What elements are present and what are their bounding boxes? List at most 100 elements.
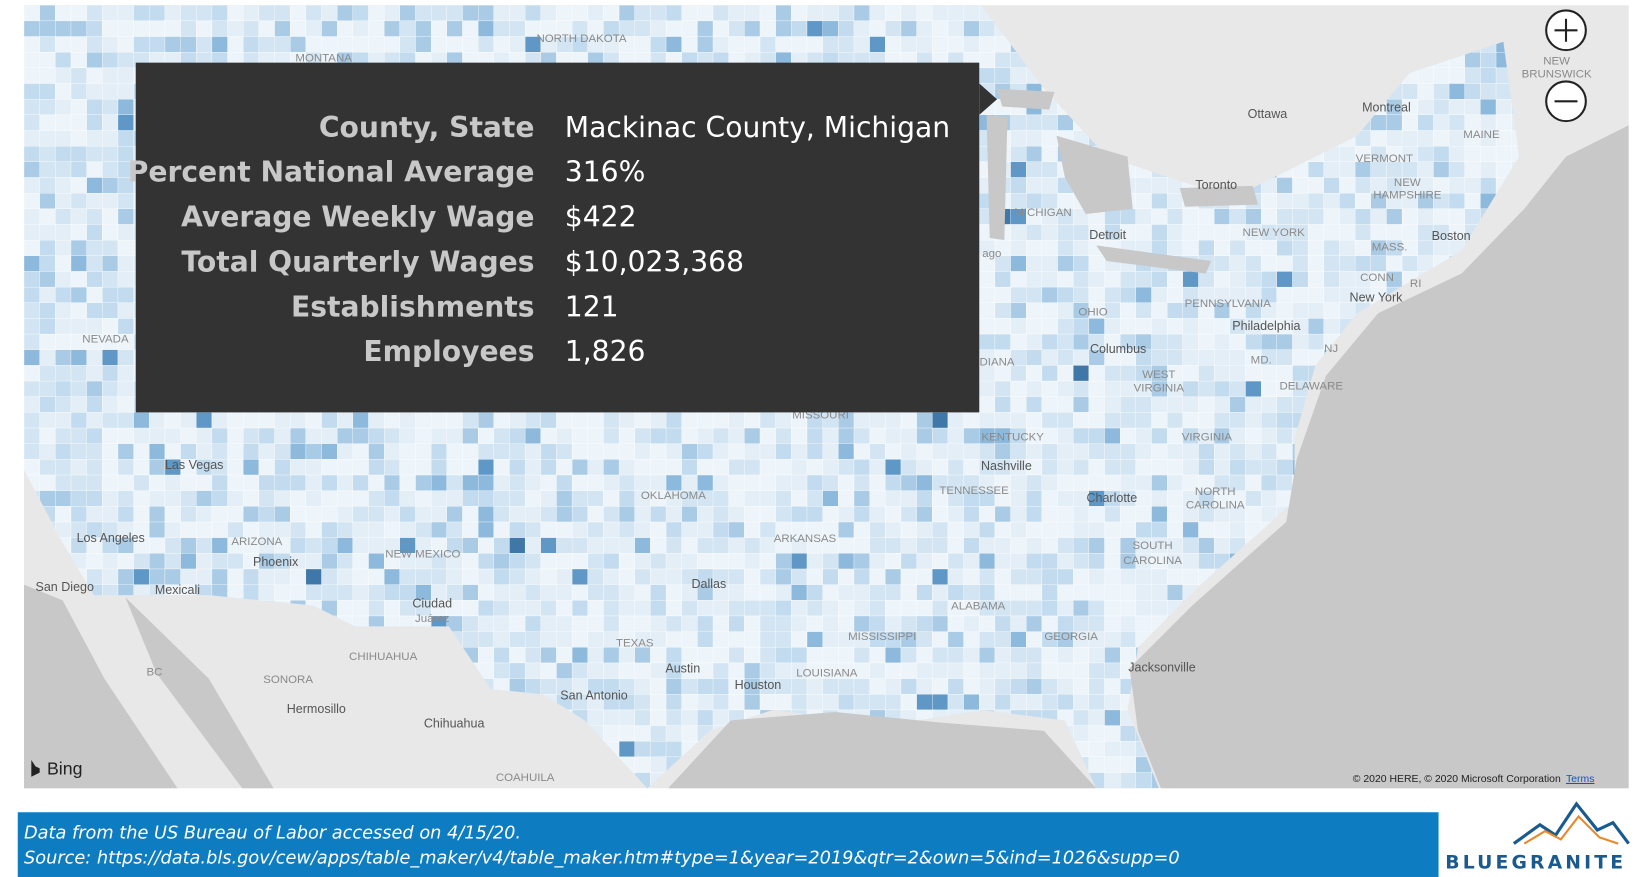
county bbox=[164, 490, 181, 507]
county bbox=[1010, 239, 1027, 256]
county bbox=[24, 67, 40, 84]
county bbox=[1088, 459, 1105, 476]
county bbox=[24, 333, 40, 350]
county bbox=[86, 349, 103, 366]
county bbox=[1245, 255, 1262, 272]
county bbox=[1276, 302, 1293, 319]
county bbox=[1229, 239, 1246, 256]
county bbox=[493, 662, 510, 679]
county bbox=[368, 412, 385, 429]
county bbox=[1339, 177, 1356, 194]
county bbox=[540, 615, 557, 632]
county bbox=[1276, 365, 1293, 382]
county bbox=[1167, 443, 1184, 460]
county bbox=[70, 427, 87, 444]
county bbox=[1292, 208, 1309, 225]
county bbox=[1135, 427, 1152, 444]
county bbox=[1010, 286, 1027, 303]
county bbox=[869, 537, 886, 554]
tooltip-label: Employees bbox=[363, 335, 534, 368]
county bbox=[1104, 662, 1121, 679]
county bbox=[728, 490, 745, 507]
county bbox=[337, 443, 354, 460]
county bbox=[571, 521, 588, 538]
county bbox=[39, 286, 56, 303]
county bbox=[1151, 474, 1168, 491]
county bbox=[979, 584, 996, 601]
county bbox=[1151, 349, 1168, 366]
county bbox=[728, 506, 745, 523]
county bbox=[1448, 208, 1465, 225]
place-label: Jacksonville bbox=[1128, 660, 1196, 674]
county bbox=[932, 427, 949, 444]
county bbox=[24, 130, 40, 147]
county bbox=[39, 365, 56, 382]
county bbox=[164, 553, 181, 570]
county bbox=[337, 553, 354, 570]
county bbox=[1261, 396, 1277, 413]
county bbox=[477, 584, 494, 601]
county bbox=[1010, 380, 1027, 397]
county bbox=[86, 193, 103, 209]
county bbox=[462, 20, 479, 37]
county bbox=[681, 725, 698, 742]
county bbox=[1167, 349, 1184, 366]
county bbox=[1010, 584, 1027, 601]
terms-link[interactable]: Terms bbox=[1566, 774, 1594, 785]
place-label: Austin bbox=[665, 661, 700, 675]
county bbox=[102, 427, 119, 444]
county bbox=[86, 255, 103, 272]
county bbox=[86, 459, 103, 476]
county bbox=[618, 5, 635, 22]
county bbox=[55, 255, 72, 272]
county bbox=[164, 506, 181, 523]
county bbox=[1229, 380, 1246, 397]
county bbox=[524, 600, 541, 617]
county bbox=[979, 506, 996, 523]
county bbox=[1104, 396, 1121, 413]
county bbox=[540, 506, 557, 523]
county bbox=[1104, 506, 1121, 523]
zoom-in-button[interactable] bbox=[1545, 9, 1587, 52]
county bbox=[634, 474, 651, 491]
county bbox=[227, 412, 244, 429]
county bbox=[384, 20, 401, 37]
place-label: GEORGIA bbox=[1044, 631, 1098, 643]
county bbox=[399, 459, 416, 476]
county bbox=[243, 490, 260, 507]
county bbox=[916, 459, 933, 476]
county bbox=[634, 756, 651, 773]
county bbox=[994, 521, 1011, 538]
county bbox=[540, 490, 557, 507]
county bbox=[947, 553, 964, 570]
county bbox=[900, 506, 917, 523]
county bbox=[258, 412, 275, 429]
county bbox=[634, 568, 651, 585]
county bbox=[493, 20, 510, 37]
county bbox=[1057, 271, 1074, 288]
county bbox=[1135, 208, 1152, 225]
county bbox=[258, 584, 275, 601]
county bbox=[650, 678, 667, 695]
county bbox=[1026, 114, 1043, 131]
county bbox=[838, 459, 855, 476]
county bbox=[1214, 318, 1230, 335]
county bbox=[102, 20, 119, 37]
county bbox=[1135, 412, 1152, 429]
county bbox=[1120, 286, 1137, 303]
county bbox=[571, 459, 588, 476]
county bbox=[1198, 521, 1215, 538]
county bbox=[1276, 333, 1293, 350]
county bbox=[587, 521, 604, 538]
county bbox=[979, 553, 996, 570]
county bbox=[775, 412, 792, 429]
county bbox=[603, 443, 620, 460]
county bbox=[102, 208, 119, 225]
zoom-out-button[interactable] bbox=[1545, 80, 1587, 123]
county bbox=[618, 443, 635, 460]
county bbox=[70, 302, 87, 319]
county bbox=[102, 255, 119, 272]
county bbox=[321, 568, 338, 585]
county bbox=[1057, 537, 1074, 554]
county bbox=[477, 553, 494, 570]
